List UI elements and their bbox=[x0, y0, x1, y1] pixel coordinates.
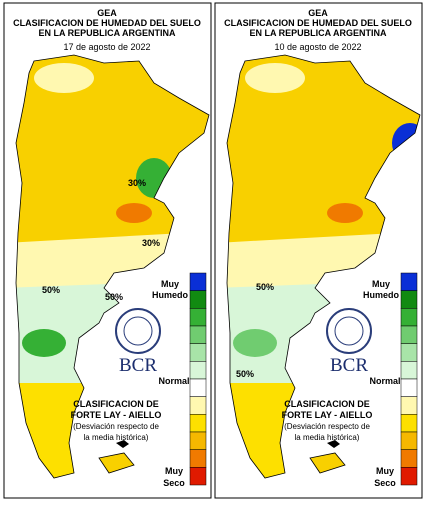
contour-label: 50% bbox=[42, 285, 60, 295]
title-line: CLASIFICACION DE HUMEDAD DEL SUELO bbox=[224, 18, 412, 28]
note-line: CLASIFICACION DE bbox=[284, 399, 370, 409]
title-line: EN LA REPUBLICA ARGENTINA bbox=[39, 28, 177, 38]
legend-swatch bbox=[189, 396, 207, 415]
map-outline bbox=[15, 54, 210, 479]
legend-label: Humedo bbox=[152, 290, 189, 300]
legend-swatch bbox=[400, 325, 418, 344]
legend-swatch bbox=[400, 449, 418, 468]
legend-swatch bbox=[400, 308, 418, 327]
legend-swatch bbox=[400, 290, 418, 309]
logo-seal bbox=[326, 308, 372, 354]
legend-label: Seco bbox=[374, 478, 396, 488]
title-line: GEA bbox=[308, 8, 328, 18]
legend-label: Seco bbox=[163, 478, 185, 488]
legend-swatch bbox=[400, 467, 418, 486]
legend-swatch bbox=[189, 308, 207, 327]
logo-seal-inner bbox=[123, 316, 153, 346]
legend-swatch bbox=[189, 272, 207, 291]
legend-swatch bbox=[189, 343, 207, 362]
islands bbox=[116, 440, 129, 448]
legend-swatch bbox=[400, 361, 418, 380]
contour-label: 50% bbox=[256, 282, 274, 292]
legend-label: Normal bbox=[369, 376, 400, 386]
note-line: (Desviación respecto de bbox=[284, 422, 370, 431]
map-outline bbox=[226, 54, 421, 479]
legend-swatch bbox=[189, 325, 207, 344]
title-line: GEA bbox=[97, 8, 117, 18]
legend-swatch bbox=[189, 414, 207, 433]
note-line: FORTE LAY - AIELLO bbox=[71, 410, 162, 420]
note-line: (Desviación respecto de bbox=[73, 422, 159, 431]
legend-label: Muy bbox=[165, 466, 183, 476]
region-wet bbox=[233, 329, 277, 357]
note-line: FORTE LAY - AIELLO bbox=[282, 410, 373, 420]
tierra-del-fuego bbox=[98, 452, 135, 474]
legend-label: Humedo bbox=[363, 290, 400, 300]
region-white bbox=[245, 63, 305, 93]
legend-swatch bbox=[400, 378, 418, 397]
region-dry bbox=[116, 203, 152, 223]
logo-seal bbox=[115, 308, 161, 354]
legend-label: Muy bbox=[376, 466, 394, 476]
date: 17 de agosto de 2022 bbox=[63, 42, 150, 52]
note-line: la media histórica) bbox=[84, 433, 149, 442]
legend-swatch bbox=[400, 396, 418, 415]
contour-label: 30% bbox=[128, 178, 146, 188]
contour-label: 30% bbox=[142, 238, 160, 248]
legend-swatch bbox=[400, 414, 418, 433]
contour-label: 50% bbox=[236, 369, 254, 379]
legend-swatch bbox=[400, 431, 418, 450]
legend-swatch bbox=[189, 361, 207, 380]
legend-swatch bbox=[400, 343, 418, 362]
legend-swatch bbox=[189, 290, 207, 309]
title-line: CLASIFICACION DE HUMEDAD DEL SUELO bbox=[13, 18, 201, 28]
contour-label: 50% bbox=[105, 292, 123, 302]
legend-label: Normal bbox=[158, 376, 189, 386]
tierra-del-fuego bbox=[309, 452, 346, 474]
note-line: CLASIFICACION DE bbox=[73, 399, 159, 409]
legend-swatch bbox=[189, 378, 207, 397]
logo-seal-inner bbox=[334, 316, 364, 346]
legend-swatch bbox=[400, 272, 418, 291]
legend-label: Muy bbox=[372, 279, 390, 289]
logo-text: BCR bbox=[119, 355, 157, 376]
legend-swatch bbox=[189, 449, 207, 468]
title-line: EN LA REPUBLICA ARGENTINA bbox=[250, 28, 388, 38]
region-wet bbox=[22, 329, 66, 357]
islands bbox=[327, 440, 340, 448]
note-line: la media histórica) bbox=[295, 433, 360, 442]
logo-text: BCR bbox=[330, 355, 368, 376]
region-white bbox=[34, 63, 94, 93]
legend-swatch bbox=[189, 431, 207, 450]
legend-label: Muy bbox=[161, 279, 179, 289]
legend-swatch bbox=[189, 467, 207, 486]
date: 10 de agosto de 2022 bbox=[274, 42, 361, 52]
region-dry bbox=[327, 203, 363, 223]
